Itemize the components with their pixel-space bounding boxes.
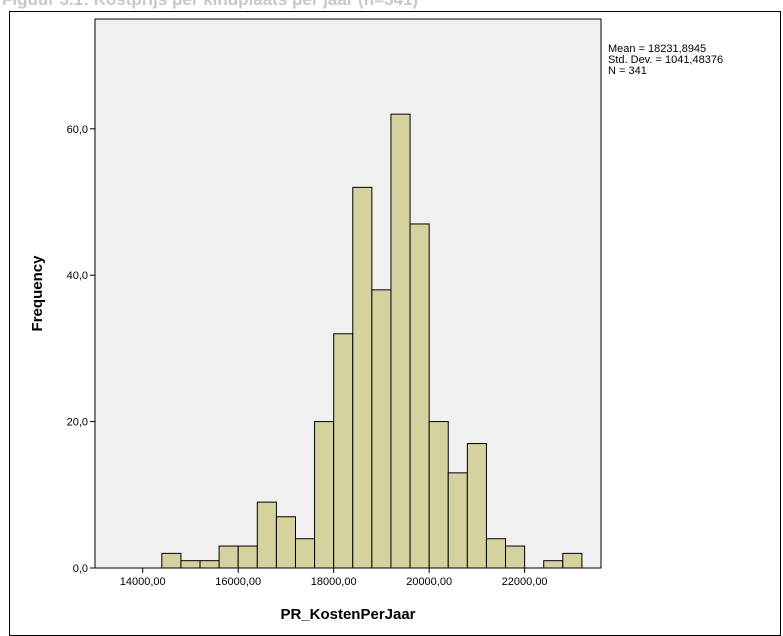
histogram-bar (428, 421, 449, 569)
y-tick-label: 0,0 (73, 563, 88, 575)
histogram-bar (390, 113, 411, 569)
histogram-bar (256, 501, 277, 569)
x-tick-label: 22000,00 (502, 576, 548, 588)
x-tick-label: 18000,00 (311, 576, 357, 588)
stat-mean: Mean = 18231,8945 (608, 43, 707, 55)
page-title: Figuur 3.1: Kostprijs per kindplaats per… (2, 0, 418, 10)
histogram-bar (333, 333, 354, 569)
histogram-bar (161, 552, 182, 569)
histogram-bar (505, 545, 526, 569)
histogram-bar (562, 552, 583, 569)
stat-std-dev: Std. Dev. = 1041,48376 (608, 54, 724, 66)
histogram-bar (485, 538, 507, 569)
histogram-bar (352, 186, 373, 569)
histogram-bar (199, 560, 220, 569)
y-axis: 0,0 20,0 40,0 60,0 (67, 124, 95, 575)
histogram-bar (294, 538, 316, 569)
x-tick-label: 20000,00 (406, 576, 452, 588)
histogram-bar (466, 443, 487, 569)
stat-n: N = 341 (608, 65, 647, 77)
histogram-bar (237, 545, 258, 569)
x-tick-label: 16000,00 (215, 576, 261, 588)
histogram-bar (275, 516, 296, 569)
histogram-bar (180, 560, 201, 569)
y-tick-label: 60,0 (67, 124, 88, 136)
y-tick-label: 40,0 (67, 270, 88, 282)
bars-group (161, 113, 583, 569)
histogram-bar (447, 472, 468, 569)
histogram-bar (543, 560, 564, 569)
x-tick-label: 14000,00 (120, 576, 166, 588)
summary-statistics: Mean = 18231,8945 Std. Dev. = 1041,48376… (608, 44, 723, 77)
histogram-bar (218, 545, 239, 569)
y-tick-label: 20,0 (67, 417, 88, 429)
y-axis-title: Frequency (29, 255, 46, 332)
x-axis-title: PR_KostenPerJaar (280, 606, 415, 623)
histogram-bar (371, 289, 392, 569)
histogram-bar (409, 223, 430, 569)
x-axis: 14000,00 16000,00 18000,00 20000,00 22000,00 (120, 568, 548, 588)
histogram-bar (314, 421, 335, 569)
